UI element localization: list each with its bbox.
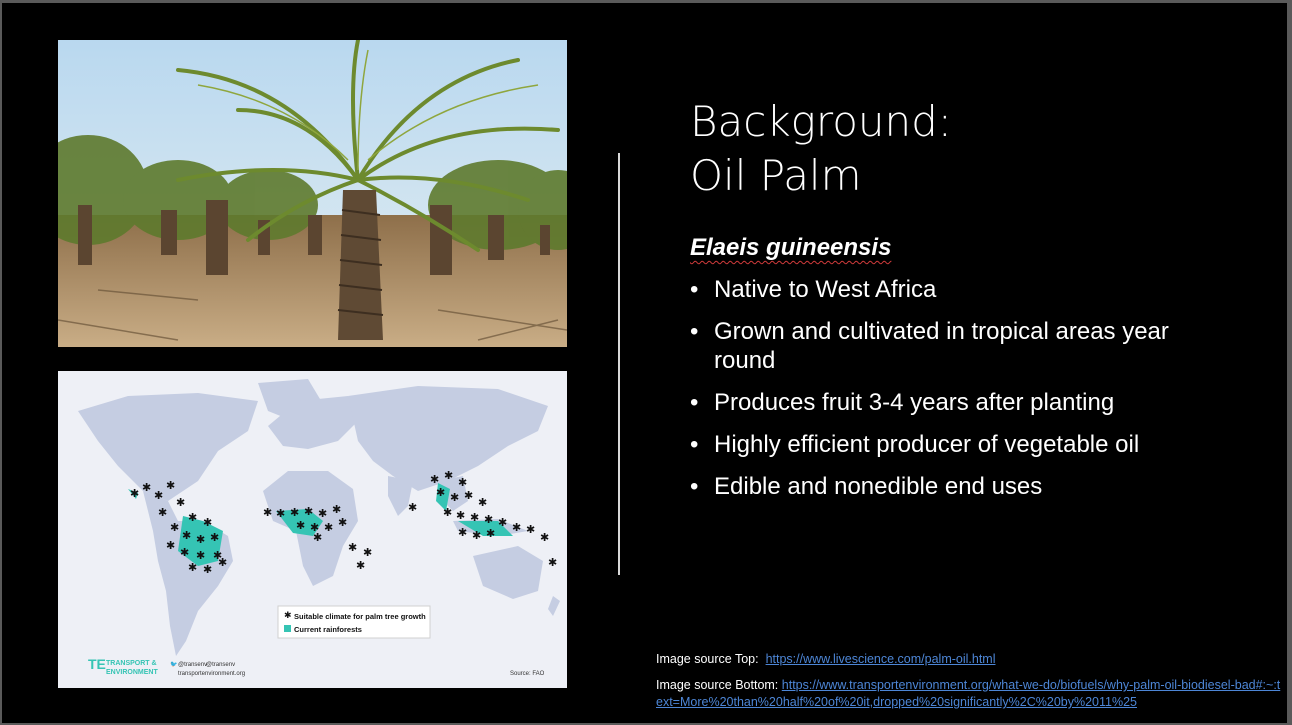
svg-text:✱: ✱ (218, 556, 227, 569)
svg-text:✱: ✱ (196, 533, 205, 546)
image-source-top-label: Image source Top: (656, 652, 759, 666)
svg-text:✱: ✱ (130, 487, 139, 500)
svg-text:✱: ✱ (486, 527, 495, 540)
bullet-list: • Native to West Africa • Grown and cultiv… (690, 275, 1210, 514)
svg-text:✱: ✱ (512, 521, 521, 534)
map-facebook: @transenv (206, 662, 235, 668)
svg-text:✱: ✱ (154, 489, 163, 502)
svg-text:✱: ✱ (324, 521, 333, 534)
map-legend-suitable: Suitable climate for palm tree growth (294, 612, 426, 621)
svg-text:✱: ✱ (484, 513, 493, 526)
svg-text:✱: ✱ (158, 506, 167, 519)
svg-text:✱: ✱ (182, 529, 191, 542)
svg-text:✱: ✱ (498, 516, 507, 529)
bullet-item: • Native to West Africa (690, 275, 1210, 304)
svg-text:✱: ✱ (203, 563, 212, 576)
bullet-dot-icon: • (690, 389, 699, 416)
svg-text:TE: TE (88, 656, 106, 672)
svg-text:🐦: 🐦 (170, 661, 178, 668)
slide: ✱ ✱ ✱ ✱ ✱ ✱ ✱ ✱ ✱ ✱ ✱ ✱ ✱ ✱ ✱ ✱ ✱ ✱ ✱ ✱ ✱ ✱ ✱ ✱ ✱ ✱ ✱ ✱ ✱ ✱ ✱ ✱… (2, 3, 1287, 723)
map-legend-rainforest: Current rainforests (294, 625, 362, 634)
svg-text:✱: ✱ (444, 469, 453, 482)
svg-text:✱: ✱ (450, 491, 459, 504)
bullet-text: Highly efficient producer of vegetable o… (714, 431, 1140, 458)
bullet-item: • Produces fruit 3-4 years after planting (690, 388, 1210, 417)
bullet-item: • Grown and cultivated in tropical areas … (690, 317, 1210, 375)
image-source-top: Image source Top: https://www.livescienc… (656, 651, 996, 668)
map-logo-line1: TRANSPORT & (106, 660, 157, 667)
map-site: transportenvironment.org (178, 671, 245, 677)
bullet-dot-icon: • (690, 473, 699, 500)
svg-text:✱: ✱ (430, 473, 439, 486)
map-twitter: @transenv (178, 662, 207, 668)
svg-text:✱: ✱ (356, 559, 365, 572)
svg-text:✱: ✱ (310, 521, 319, 534)
bullet-item: • Edible and nonedible end uses (690, 472, 1210, 501)
svg-text:✱: ✱ (290, 506, 299, 519)
svg-text:✱: ✱ (348, 541, 357, 554)
svg-text:✱: ✱ (472, 529, 481, 542)
bullet-dot-icon: • (690, 276, 699, 303)
svg-text:✱: ✱ (408, 501, 417, 514)
svg-text:✱: ✱ (166, 539, 175, 552)
svg-text:✱: ✱ (210, 531, 219, 544)
svg-text:✱: ✱ (478, 496, 487, 509)
svg-text:✱: ✱ (470, 511, 479, 524)
svg-text:✱: ✱ (188, 511, 197, 524)
svg-text:✱: ✱ (176, 496, 185, 509)
svg-text:✱: ✱ (338, 516, 347, 529)
svg-text:✱: ✱ (276, 507, 285, 520)
svg-text:✱: ✱ (296, 519, 305, 532)
svg-text:✱: ✱ (196, 549, 205, 562)
bullet-dot-icon: • (690, 318, 699, 345)
bullet-text: Edible and nonedible end uses (714, 473, 1043, 500)
map-source: Source: FAO (510, 671, 545, 677)
image-source-top-link[interactable]: https://www.livescience.com/palm-oil.htm… (765, 652, 996, 666)
vertical-divider (618, 153, 620, 575)
bullet-text: Grown and cultivated in tropical areas y… (714, 318, 1169, 374)
image-source-bottom-link[interactable]: https://www.transportenvironment.org/wha… (656, 678, 1281, 709)
map-logo-line2: ENVIRONMENT (106, 669, 158, 676)
svg-text:✱: ✱ (443, 506, 452, 519)
title-line1: Background: (690, 97, 952, 146)
svg-text:✱: ✱ (304, 505, 313, 518)
svg-text:✱: ✱ (203, 516, 212, 529)
svg-text:✱: ✱ (526, 523, 535, 536)
svg-text:✱: ✱ (263, 506, 272, 519)
svg-text:✱: ✱ (540, 531, 549, 544)
svg-text:✱: ✱ (284, 610, 292, 620)
svg-text:✱: ✱ (188, 561, 197, 574)
bullet-text: Produces fruit 3-4 years after planting (714, 389, 1115, 416)
palm-suitability-map: ✱ ✱ ✱ ✱ ✱ ✱ ✱ ✱ ✱ ✱ ✱ ✱ ✱ ✱ ✱ ✱ ✱ ✱ ✱ ✱ ✱ ✱ ✱ ✱ ✱ ✱ ✱ ✱ ✱ ✱ ✱ ✱… (58, 371, 567, 688)
svg-text:✱: ✱ (142, 481, 151, 494)
svg-text:✱: ✱ (213, 549, 222, 562)
svg-text:✱: ✱ (332, 503, 341, 516)
bullet-item: • Highly efficient producer of vegetable … (690, 430, 1210, 459)
svg-text:✱: ✱ (318, 507, 327, 520)
bullet-text: Native to West Africa (714, 276, 937, 303)
bullet-dot-icon: • (690, 431, 699, 458)
svg-text:✱: ✱ (548, 556, 557, 569)
svg-text:✱: ✱ (458, 476, 467, 489)
svg-text:✱: ✱ (180, 546, 189, 559)
svg-text:✱: ✱ (456, 509, 465, 522)
svg-text:✱: ✱ (170, 521, 179, 534)
slide-title: Background: Oil Palm (690, 95, 1250, 203)
image-source-bottom-label: Image source Bottom: (656, 678, 779, 692)
svg-text:✱: ✱ (166, 479, 175, 492)
svg-text:✱: ✱ (464, 489, 473, 502)
image-source-bottom: Image source Bottom: https://www.transpo… (656, 677, 1286, 711)
svg-text:✱: ✱ (313, 531, 322, 544)
oil-palm-photo (58, 40, 567, 347)
svg-text:✱: ✱ (458, 526, 467, 539)
svg-text:✱: ✱ (363, 546, 372, 559)
species-name: Elaeis guineensis (690, 234, 892, 261)
title-line2: Oil Palm (690, 151, 862, 200)
svg-text:✱: ✱ (436, 486, 445, 499)
